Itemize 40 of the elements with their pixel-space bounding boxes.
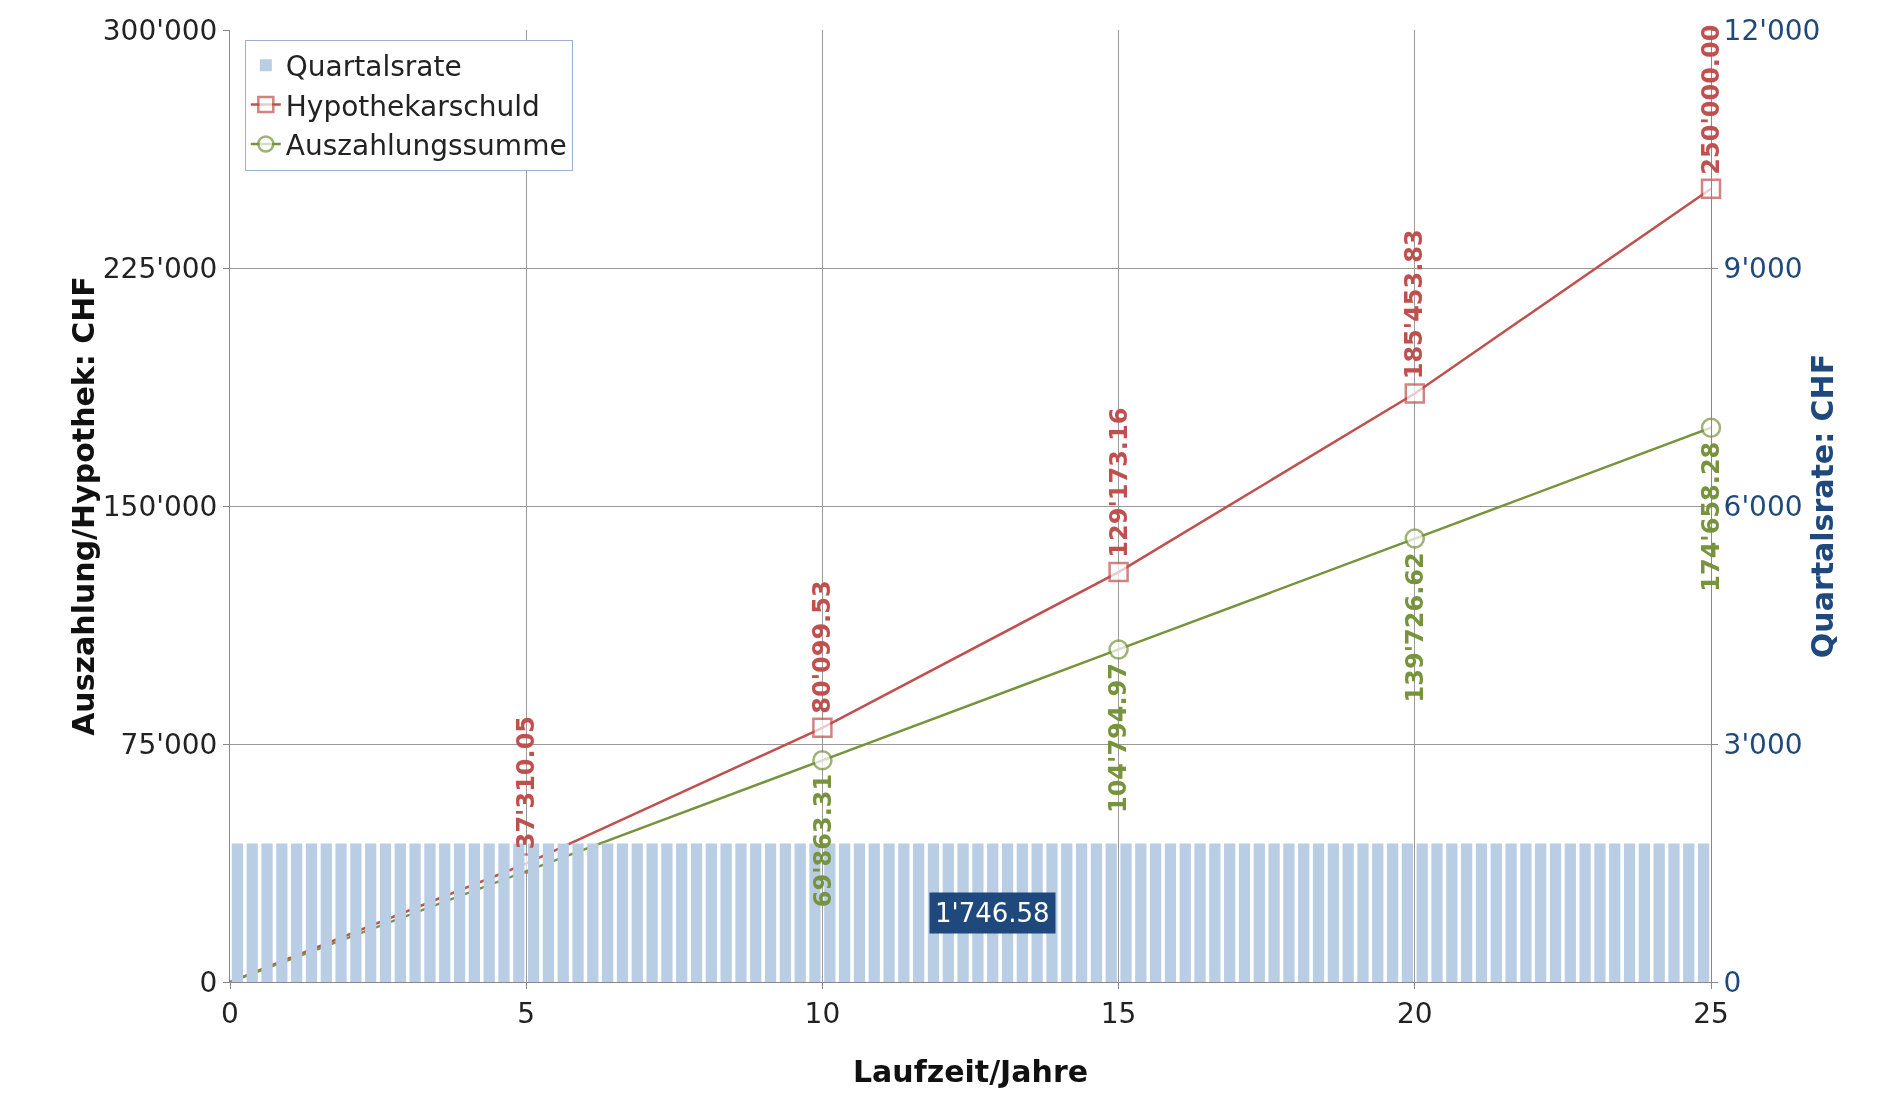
x-tick-label: 5 [517,996,536,1030]
y-tick-label: 150'000 [102,489,218,523]
y-tick-label: 0 [199,965,218,999]
legend-label: Quartalsrate [285,50,462,84]
data-label: 69'863.31 [808,773,837,908]
x-tick-label: 20 [1396,996,1433,1030]
point [1700,417,1722,438]
y2-tick-label: 0 [1723,965,1742,999]
x-tick-label: 0 [221,996,239,1030]
x-tick-label: 25 [1693,996,1729,1030]
y-tick-label: 75'000 [120,727,218,761]
y-axis-title: Auszahlung/Hypothek: CHF [65,276,101,736]
point [812,750,833,771]
point [1404,383,1426,404]
point [1108,561,1129,583]
y-tick-label: 225'000 [102,251,218,285]
legend-label: Auszahlungssumme [285,128,567,162]
data-label: 185'453.83 [1400,229,1429,380]
y2-tick-label: 6'000 [1723,489,1803,523]
data-label: 104'794.97 [1104,662,1133,814]
point [1404,528,1426,549]
legend-label: Hypothekarschuld [285,89,540,123]
y2-tick-label: 3'000 [1723,727,1803,761]
y2-tick-label: 12'000 [1723,13,1821,47]
data-label: 174'658.28 [1697,441,1726,592]
x-tick-label: 15 [1100,996,1137,1030]
data-label: 80'099.53 [808,580,837,714]
point [1108,639,1129,660]
data-label: 1'746.58 [935,898,1050,928]
point [812,717,833,739]
x-tick-label: 10 [804,996,841,1030]
y2-tick-label: 9'000 [1723,251,1803,285]
point [1700,178,1722,199]
y2-axis-title: Quartalsrate: CHF [1804,353,1840,659]
data-label: 37'310.05 [512,715,541,850]
data-label: 129'173.16 [1104,407,1133,558]
x-axis-title: Laufzeit/Jahre [852,1054,1089,1089]
data-label: 250'000.00 [1697,24,1726,175]
data-label: 139'726.62 [1401,552,1430,703]
y-tick-label: 300'000 [102,13,218,47]
